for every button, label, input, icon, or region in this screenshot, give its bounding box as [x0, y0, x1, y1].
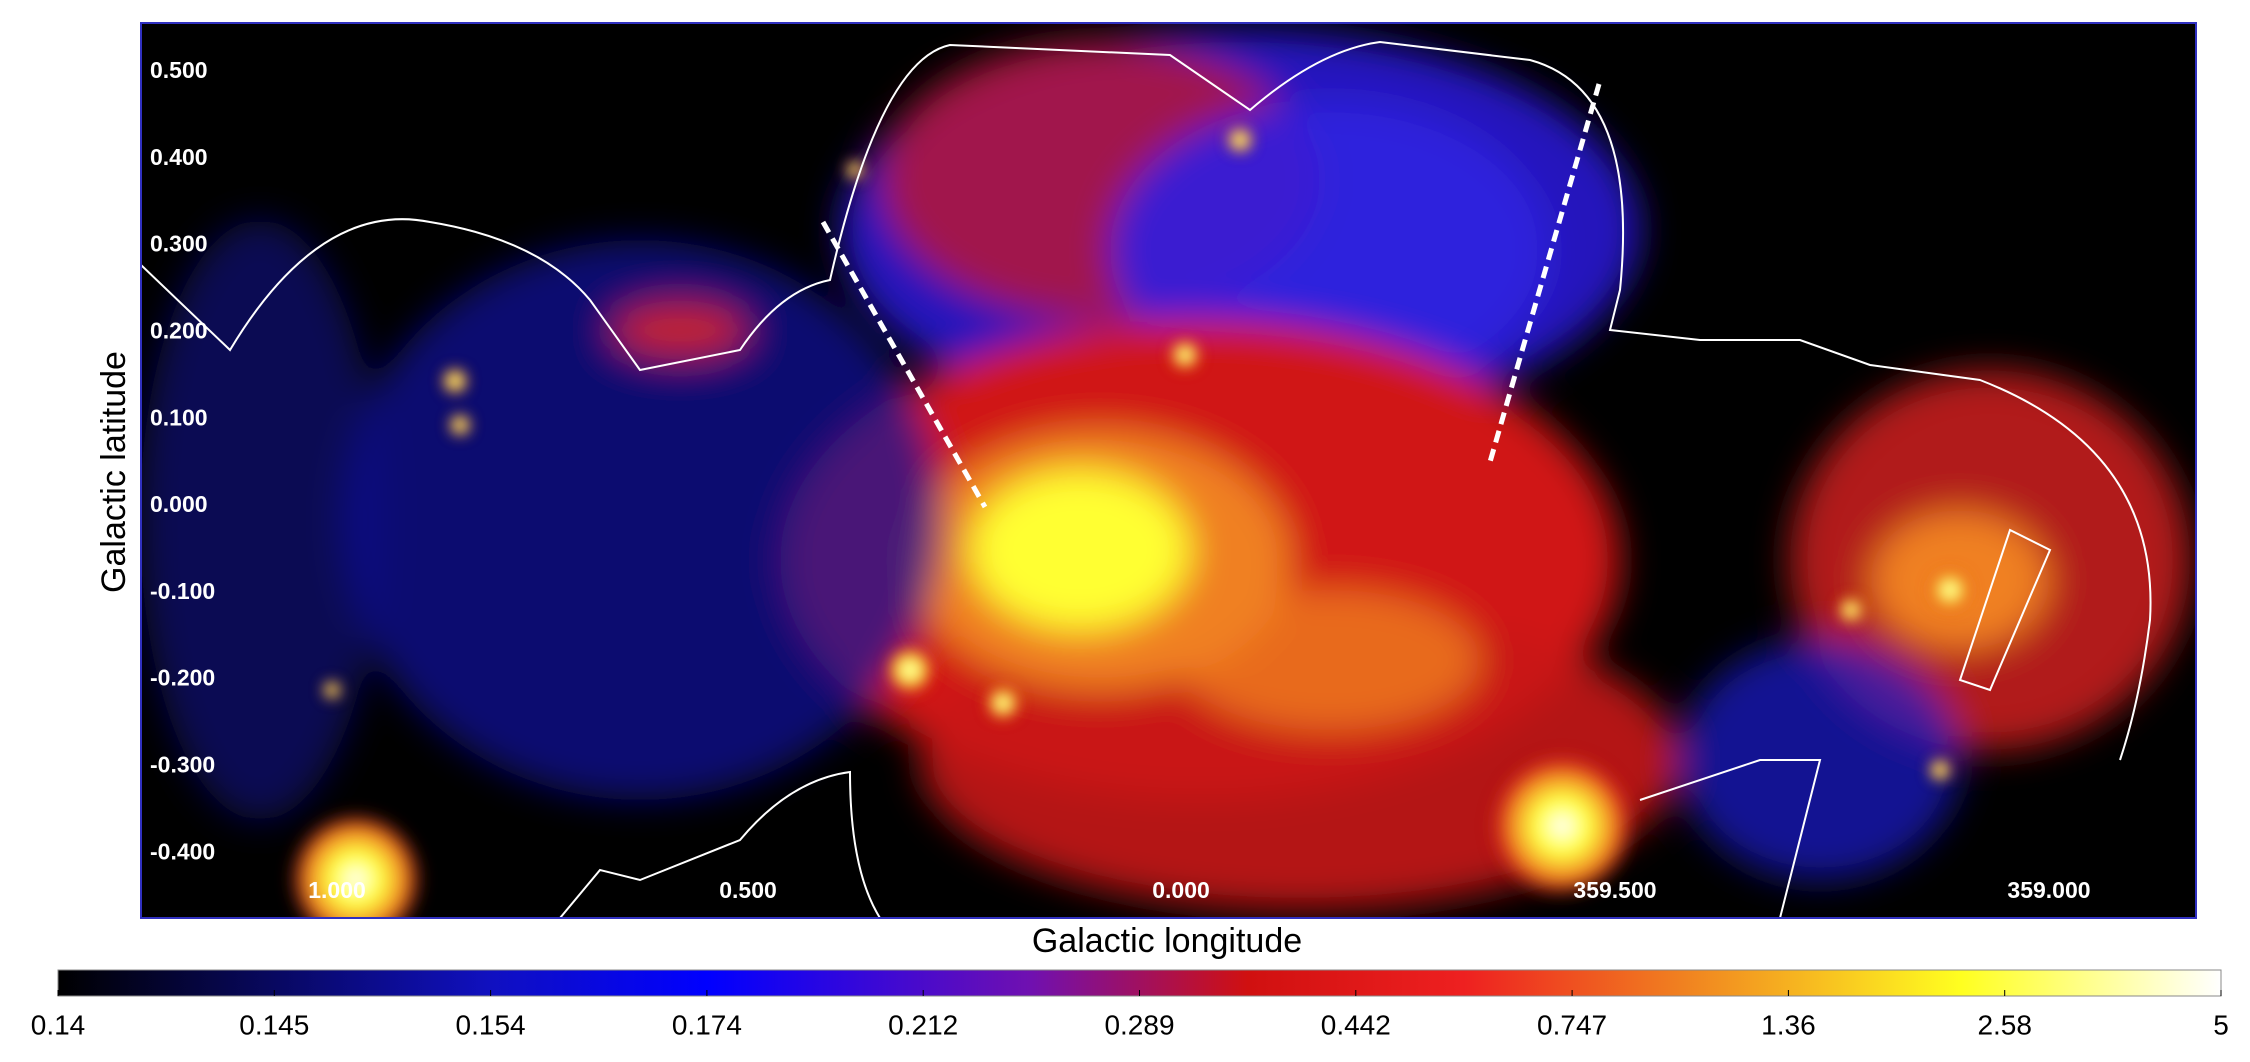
- y-tick-label: 0.000: [150, 491, 208, 517]
- colorbar-tick-label: 0.442: [1321, 1009, 1391, 1040]
- y-tick-label: 0.300: [150, 231, 208, 257]
- y-tick-label: 0.200: [150, 317, 208, 343]
- y-tick-label: -0.200: [150, 665, 215, 691]
- y-tick-label: 0.400: [150, 144, 208, 170]
- exposure-boundary: [559, 759, 1822, 918]
- colorbar-tick-label: 0.747: [1537, 1009, 1607, 1040]
- colorbar-tick-label: 0.289: [1104, 1009, 1174, 1040]
- y-tick-label: 0.500: [150, 57, 208, 83]
- x-tick-label: 1.000: [308, 877, 366, 903]
- colorbar-tick-label: 2.58: [1977, 1009, 2032, 1040]
- colorbar-tick-label: 0.174: [672, 1009, 742, 1040]
- x-axis-label: Galactic longitude: [1032, 922, 1302, 960]
- y-tick-label: -0.100: [150, 578, 215, 604]
- colorbar-tick-label: 5: [2213, 1009, 2229, 1040]
- x-tick-label: 0.000: [1152, 877, 1210, 903]
- exposure-boundary: [141, 40, 2152, 761]
- region-box: [1958, 528, 2052, 692]
- xray-image: [141, 30, 2190, 918]
- y-tick-label: -0.400: [150, 838, 215, 864]
- colorbar-tick-label: 0.154: [456, 1009, 526, 1040]
- dashed-line: [820, 220, 988, 509]
- x-tick-label: 0.500: [719, 877, 777, 903]
- colorbar-tick-label: 0.145: [239, 1009, 309, 1040]
- x-tick-label: 359.500: [1573, 877, 1656, 903]
- colorbar-tick-label: 0.14: [31, 1009, 86, 1040]
- colorbar-tick-label: 1.36: [1761, 1009, 1816, 1040]
- image-frame: [140, 22, 2197, 919]
- colorbar-tick-label: 0.212: [888, 1009, 958, 1040]
- dashed-line: [1487, 83, 1602, 463]
- y-tick-label: -0.300: [150, 751, 215, 777]
- y-tick-label: 0.100: [150, 404, 208, 430]
- y-axis-label: Galactic latitude: [95, 351, 133, 593]
- x-tick-label: 359.000: [2007, 877, 2090, 903]
